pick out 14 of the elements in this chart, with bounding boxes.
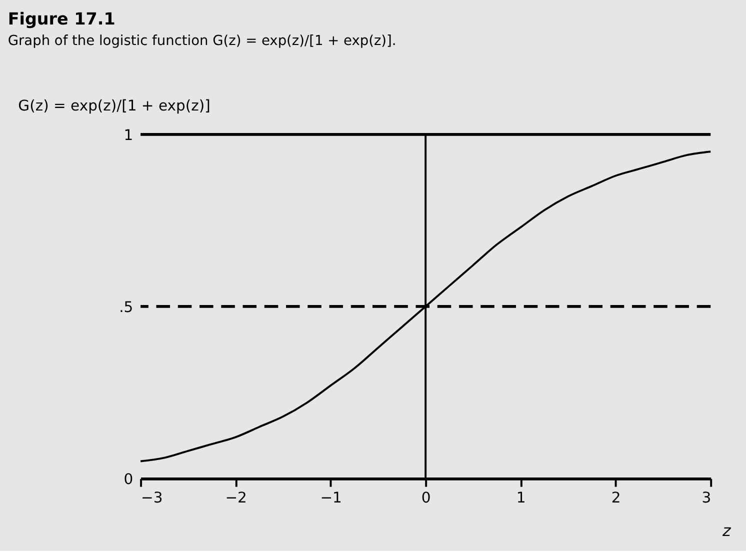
x-tick-label: 1 — [516, 490, 526, 507]
chart-subtitle: Graph of the logistic function G(z) = exp(z)/[1 + exp(z)]. — [8, 33, 396, 50]
x-tick-label: 3 — [702, 490, 712, 507]
y-tick-label: 0 — [124, 470, 134, 488]
x-tick-label: −2 — [225, 490, 247, 507]
chart-title: Figure 17.1 — [8, 8, 116, 28]
x-tick-label: −1 — [320, 490, 342, 507]
x-tick-label: −3 — [141, 490, 163, 507]
y-tick-label: 1 — [124, 126, 134, 144]
x-axis-title: z — [722, 520, 732, 540]
x-tick-label: 2 — [611, 490, 621, 507]
x-tick-label: 0 — [421, 490, 431, 507]
y-axis-title: G(z) = exp(z)/[1 + exp(z)] — [18, 97, 210, 114]
y-tick-label: .5 — [119, 298, 134, 316]
